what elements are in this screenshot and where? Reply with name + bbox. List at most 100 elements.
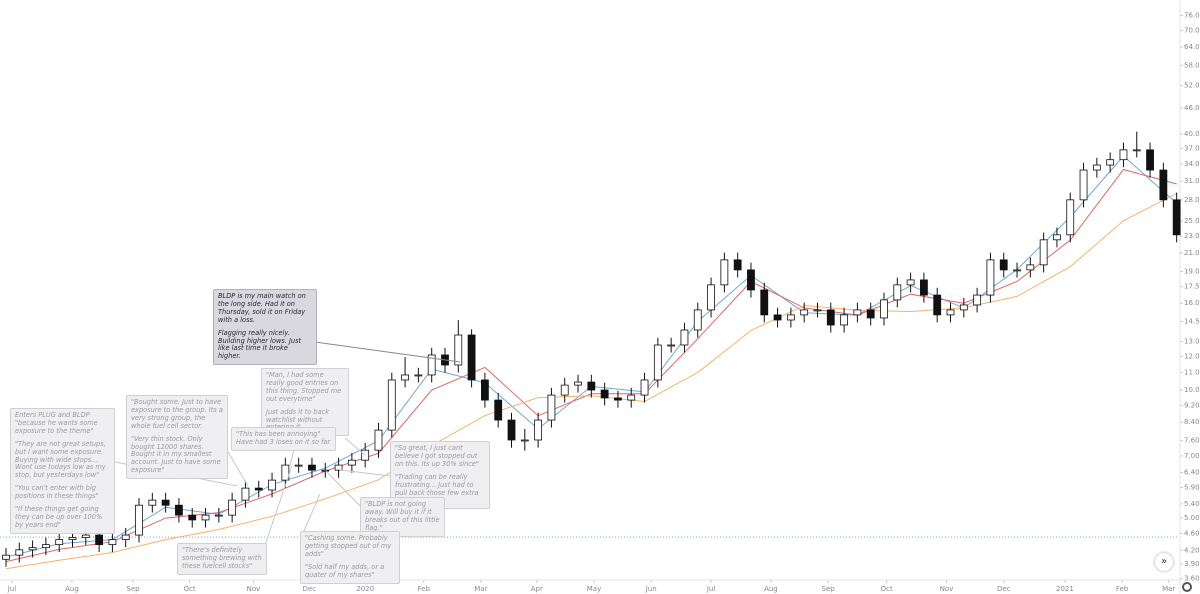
y-tick-label: 76.00 xyxy=(1184,11,1200,19)
candle-body xyxy=(840,314,848,326)
candle-body xyxy=(254,487,263,491)
candle-body xyxy=(68,537,77,540)
settings-button[interactable] xyxy=(1182,582,1192,592)
candle-body xyxy=(1079,169,1088,201)
candle-body xyxy=(733,259,742,271)
candle-body xyxy=(201,514,210,521)
candle-body xyxy=(693,309,702,331)
x-tick-label: Mar xyxy=(474,585,487,593)
candle-body xyxy=(986,259,995,296)
annotation-leader xyxy=(325,470,361,507)
candle-body xyxy=(720,259,729,286)
candle-body xyxy=(933,294,942,316)
candle-body xyxy=(2,554,10,560)
candle-body xyxy=(414,374,423,377)
candle-body xyxy=(547,394,556,421)
y-tick-label: 10.00 xyxy=(1184,386,1200,394)
annotation-text: "Very thin stock. Only bought 12000 shar… xyxy=(131,434,221,475)
y-tick-label: 58.00 xyxy=(1184,61,1200,69)
candle-body xyxy=(175,504,183,516)
candle-body xyxy=(880,299,888,319)
candle-body xyxy=(121,534,130,540)
candle-body xyxy=(1146,149,1154,171)
annotation: "This has been annoying" Have had 3 lose… xyxy=(231,427,336,451)
y-tick-label: 17.50 xyxy=(1184,283,1200,291)
candle-body xyxy=(1132,149,1141,152)
candle-body xyxy=(614,397,622,401)
candle-body xyxy=(361,449,370,461)
candle-body xyxy=(1159,169,1168,201)
y-tick-label: 37.00 xyxy=(1184,144,1200,152)
x-tick-label: Aug xyxy=(764,585,778,593)
candle-body xyxy=(454,334,463,366)
candle-body xyxy=(826,309,835,326)
candle-body xyxy=(55,539,64,546)
y-tick-label: 23.00 xyxy=(1184,232,1200,240)
y-tick-label: 5.40 xyxy=(1184,500,1200,508)
annotation: "Man, I had some really good entries on … xyxy=(261,368,349,437)
candle-body xyxy=(161,499,170,506)
candle-body xyxy=(853,309,862,316)
annotation: "There's definitely something brewing wi… xyxy=(177,543,267,575)
y-tick-label: 52.00 xyxy=(1184,81,1200,89)
candle-body xyxy=(760,289,769,316)
annotation-text: Enters PLUG and BLDP "because he wants s… xyxy=(15,411,98,435)
x-tick-label: Nov xyxy=(247,585,261,593)
annotation: Enters PLUG and BLDP "because he wants s… xyxy=(10,408,115,534)
x-tick-label: 2020 xyxy=(356,585,374,593)
moving-average xyxy=(5,155,1178,558)
x-tick-label: Apr xyxy=(531,585,543,593)
x-tick-label: May xyxy=(587,585,601,593)
annotation-leader xyxy=(314,341,461,363)
annotation-text: "You can't enter with big positions in t… xyxy=(15,484,99,501)
scroll-button[interactable]: » xyxy=(1155,553,1173,571)
y-tick-label: 21.00 xyxy=(1184,249,1200,257)
candle-body xyxy=(1026,264,1035,271)
y-tick-label: 4.60 xyxy=(1184,529,1200,537)
candle-body xyxy=(228,499,237,516)
candle-body xyxy=(148,499,157,506)
candle-body xyxy=(1172,199,1181,236)
x-tick-label: Sep xyxy=(822,585,836,593)
candle-body xyxy=(920,279,928,296)
y-tick-label: 14.50 xyxy=(1184,317,1200,325)
candle-body xyxy=(747,269,755,291)
annotation-text: "Man, I had some really good entries on … xyxy=(266,371,342,403)
y-tick-label: 3.90 xyxy=(1184,560,1200,568)
candle-body xyxy=(1039,239,1048,266)
candle-body xyxy=(308,464,316,471)
candle-body xyxy=(574,381,582,386)
candle-body xyxy=(1013,269,1021,272)
candle-body xyxy=(214,514,223,517)
candle-body xyxy=(188,514,197,521)
candle-body xyxy=(999,259,1008,271)
y-tick-label: 25.00 xyxy=(1184,217,1200,225)
moving-average xyxy=(5,168,1177,563)
annotation-text: Flagging really nicely. Building higher … xyxy=(218,328,302,361)
x-tick-label: Jun xyxy=(645,585,657,593)
candle-body xyxy=(427,354,436,376)
x-tick-label: Jul xyxy=(7,585,17,593)
candle-body xyxy=(81,534,90,538)
candle-body xyxy=(1092,164,1101,171)
y-tick-label: 31.00 xyxy=(1184,177,1200,185)
x-tick-label: Oct xyxy=(881,585,893,593)
annotation-text: "This has been annoying" Have had 3 lose… xyxy=(236,430,331,446)
candle-body xyxy=(800,309,809,316)
y-tick-label: 5.00 xyxy=(1184,514,1200,522)
candle-body xyxy=(587,381,596,391)
candle-body xyxy=(95,534,104,546)
y-tick-label: 70.00 xyxy=(1184,27,1200,35)
annotation-text: "BLDP is not going away. Will buy it if … xyxy=(365,500,440,532)
x-tick-label: Jul xyxy=(706,585,716,593)
annotation: "BLDP is not going away. Will buy it if … xyxy=(360,497,445,537)
annotation-text: "Cashing some. Probably getting stopped … xyxy=(305,534,392,558)
y-tick-label: 6.40 xyxy=(1184,468,1200,476)
annotation-text: "They are not great setups, but I want s… xyxy=(15,439,106,480)
annotation-text: BLDP is my main watch on the long side. … xyxy=(218,292,306,324)
candle-body xyxy=(973,294,982,306)
x-tick-label: Sep xyxy=(126,585,140,593)
annotation-leader xyxy=(339,469,391,477)
annotation-text: "Bought some. Just to have exposure to t… xyxy=(131,398,223,430)
candle-body xyxy=(321,469,330,472)
